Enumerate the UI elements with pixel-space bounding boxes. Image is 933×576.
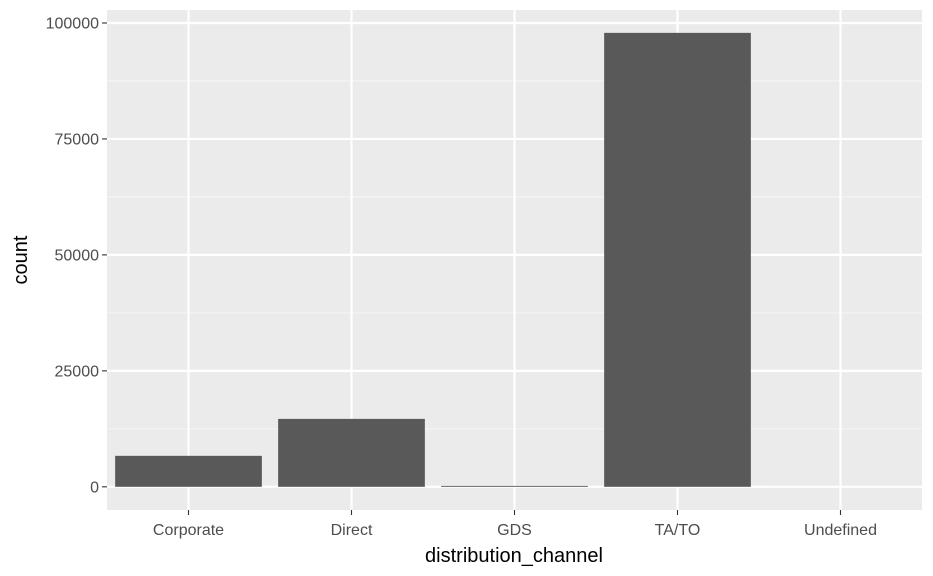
x-tick-label: GDS — [497, 522, 532, 539]
x-tick-label: TA/TO — [655, 522, 701, 539]
y-tick-label: 0 — [90, 479, 99, 496]
bar-direct — [278, 418, 425, 487]
x-axis-ticks: Corporate Direct GDS TA/TO Undefined — [153, 510, 877, 539]
x-tick-label: Undefined — [804, 522, 877, 539]
y-tick-label: 100000 — [46, 15, 99, 32]
bar-corporate — [115, 455, 262, 487]
bar-ta-to — [604, 32, 751, 487]
x-tick-label: Corporate — [153, 522, 224, 539]
y-tick-label: 50000 — [55, 247, 100, 264]
x-tick-label: Direct — [331, 522, 373, 539]
y-tick-label: 25000 — [55, 363, 100, 380]
bar-gds — [441, 485, 588, 487]
y-axis-ticks: 0 25000 50000 75000 100000 — [46, 15, 107, 496]
y-axis-title: count — [10, 235, 32, 284]
x-axis-title: distribution_channel — [425, 545, 603, 567]
bars — [115, 32, 914, 487]
y-tick-label: 75000 — [55, 131, 100, 148]
